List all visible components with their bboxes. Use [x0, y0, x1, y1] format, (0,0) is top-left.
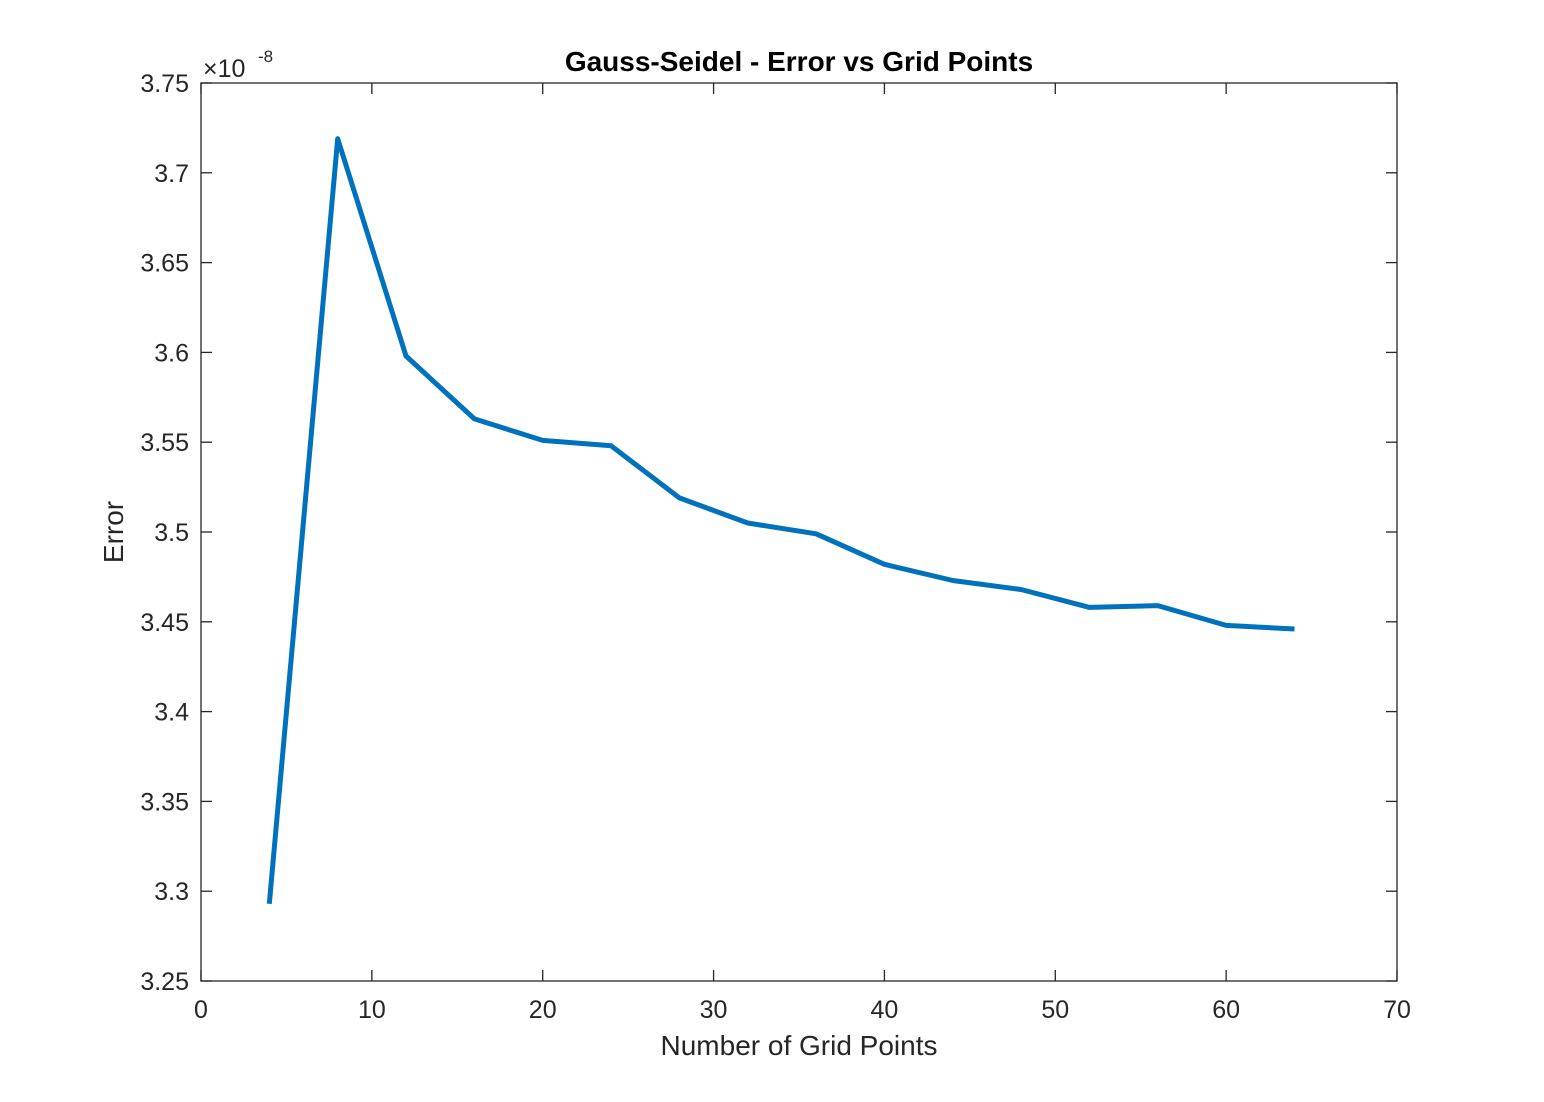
x-tick-label: 20	[529, 996, 557, 1024]
y-tick-label: 3.6	[154, 339, 189, 367]
x-tick-label: 10	[358, 996, 386, 1024]
y-exponent-power: -8	[258, 47, 273, 66]
y-tick-label: 3.7	[154, 160, 189, 188]
x-tick-label: 70	[1383, 996, 1411, 1024]
x-tick-label: 0	[194, 996, 208, 1024]
y-axis-ticks: 3.25 3.3 3.35 3.4 3.45 3.5 3.55 3.6 3.65 3.7 3.75	[140, 70, 1397, 996]
y-axis-exponent: ×10 -8	[203, 47, 273, 83]
y-tick-label: 3.35	[140, 788, 189, 816]
series-line	[266, 136, 1295, 905]
y-tick-label: 3.75	[140, 70, 189, 98]
x-tick-label: 60	[1212, 996, 1240, 1024]
x-tick-label: 40	[871, 996, 899, 1024]
y-tick-label: 3.65	[140, 250, 189, 278]
y-axis-label: Error	[98, 501, 129, 563]
chart-title: Gauss-Seidel - Error vs Grid Points	[565, 46, 1033, 77]
y-tick-label: 3.55	[140, 429, 189, 457]
y-exponent-prefix: ×10	[203, 55, 245, 83]
y-tick-label: 3.3	[154, 878, 189, 906]
y-tick-label: 3.4	[154, 699, 189, 727]
y-tick-label: 3.45	[140, 609, 189, 637]
x-tick-label: 30	[700, 996, 728, 1024]
x-tick-label: 50	[1041, 996, 1069, 1024]
x-axis-ticks: 0 10 20 30 40 50 60 70	[194, 83, 1411, 1024]
series-layer	[266, 136, 1295, 905]
x-axis-label: Number of Grid Points	[661, 1030, 938, 1061]
plot-area: 0 10 20 30 40 50 60 70 3.25 3.3 3.35 3.4 3.45 3.5 3.5…	[140, 70, 1411, 1024]
y-tick-label: 3.5	[154, 519, 189, 547]
y-tick-label: 3.25	[140, 968, 189, 996]
